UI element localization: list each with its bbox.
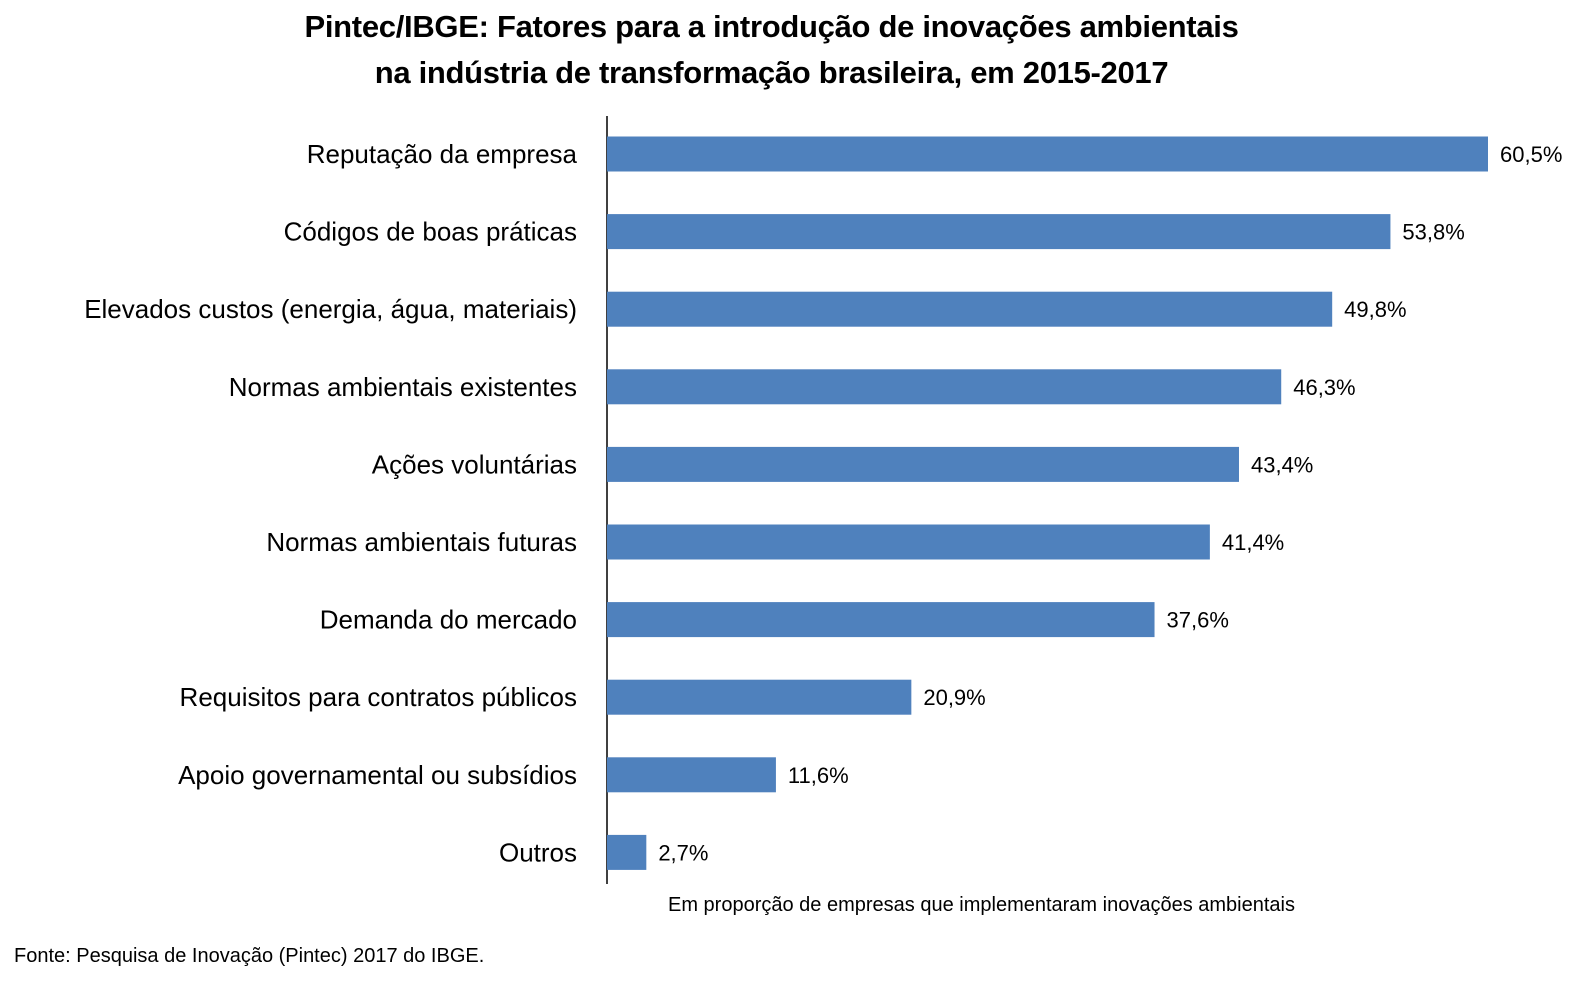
bar [607, 602, 1155, 638]
category-label: Demanda do mercado [320, 605, 577, 635]
value-label: 49,8% [1344, 297, 1406, 322]
value-label: 43,4% [1251, 452, 1313, 477]
value-label: 2,7% [658, 840, 708, 865]
value-label: 37,6% [1167, 608, 1229, 633]
category-label: Reputação da empresa [307, 139, 578, 169]
value-label: 46,3% [1293, 375, 1355, 400]
source-note: Fonte: Pesquisa de Inovação (Pintec) 201… [14, 945, 485, 967]
category-label: Códigos de boas práticas [284, 217, 577, 247]
chart-title-line-2: na indústria de transformação brasileira… [374, 55, 1169, 90]
category-label: Outros [499, 837, 577, 867]
value-label: 53,8% [1402, 220, 1464, 245]
bar [607, 369, 1282, 405]
value-label: 20,9% [923, 685, 985, 710]
x-axis-note: Em proporção de empresas que implementar… [668, 894, 1295, 916]
bar [607, 834, 647, 870]
bar [607, 446, 1239, 482]
value-label: 11,6% [788, 763, 849, 788]
bar [607, 679, 912, 715]
value-label: 60,5% [1500, 142, 1562, 167]
bar [607, 291, 1333, 327]
category-label: Apoio governamental ou subsídios [178, 760, 577, 790]
category-label: Elevados custos (energia, água, materiai… [84, 294, 577, 324]
bar [607, 524, 1210, 560]
category-label: Normas ambientais futuras [266, 527, 577, 557]
category-label: Requisitos para contratos públicos [180, 682, 577, 712]
category-label: Ações voluntárias [372, 449, 577, 479]
value-label: 41,4% [1222, 530, 1284, 555]
chart-title-line-1: Pintec/IBGE: Fatores para a introdução d… [304, 9, 1239, 44]
bar [607, 136, 1488, 172]
bar [607, 214, 1391, 250]
bar [607, 757, 776, 793]
category-label: Normas ambientais existentes [229, 372, 577, 402]
